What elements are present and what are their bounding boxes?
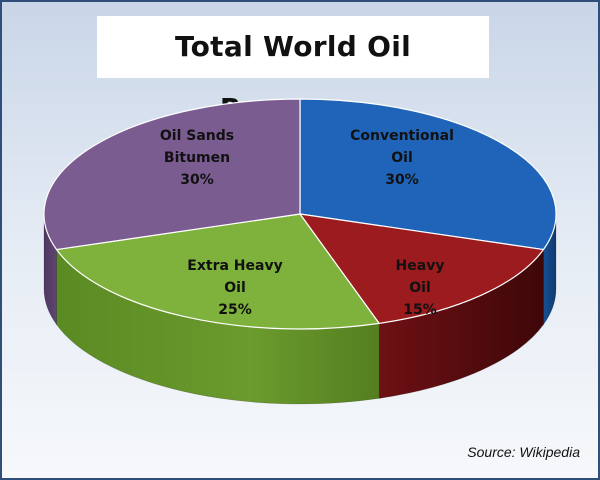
- slice-label-line: Bitumen: [164, 150, 230, 166]
- pie-top-layer: [43, 98, 557, 330]
- slice-label-3: Oil Sands Bitumen 30%: [160, 128, 234, 188]
- slice-label-line: Extra Heavy: [187, 258, 282, 274]
- slice-label-line: Heavy: [396, 258, 445, 274]
- pie-label-layer: Conventional Oil 30% Heavy Oil 15% Extra Heavy…: [160, 128, 454, 318]
- pie-slice-3: [43, 98, 301, 251]
- slice-label-line: 15%: [403, 302, 437, 318]
- slice-label-1: Heavy Oil 15%: [396, 258, 445, 318]
- slice-label-line: Oil: [224, 280, 246, 296]
- pie-slice-0: [299, 98, 557, 251]
- slice-label-line: Conventional: [350, 128, 454, 144]
- slice-label-0: Conventional Oil 30%: [350, 128, 454, 188]
- slice-label-line: 25%: [218, 302, 252, 318]
- slice-label-line: 30%: [180, 172, 214, 188]
- slice-label-line: Oil Sands: [160, 128, 234, 144]
- slice-label-line: Oil: [409, 280, 431, 296]
- pie-slice-1: [299, 213, 545, 324]
- pie-slice-2: [55, 213, 380, 330]
- slice-label-2: Extra Heavy Oil 25%: [187, 258, 282, 318]
- slice-label-line: 30%: [385, 172, 419, 188]
- slice-label-line: Oil: [391, 150, 413, 166]
- source-credit: Source: Wikipedia: [467, 444, 580, 460]
- title-box: [97, 16, 489, 78]
